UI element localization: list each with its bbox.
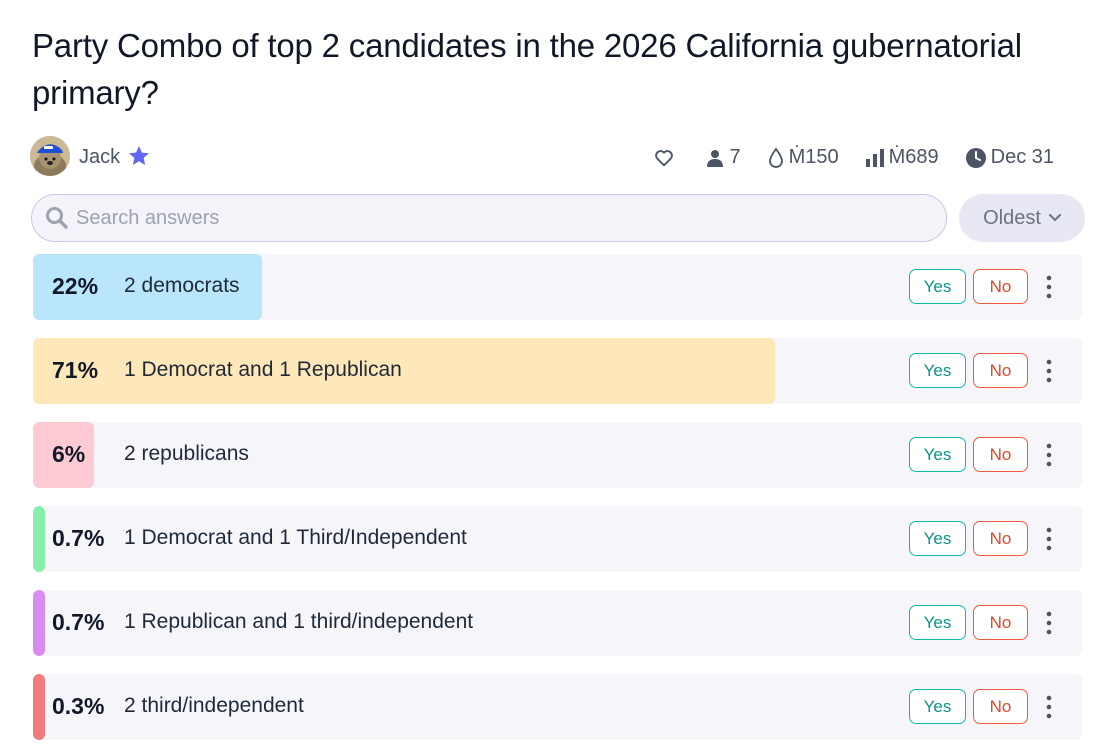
page-title: Party Combo of top 2 candidates in the 2… <box>32 27 1022 111</box>
volume-value: Ṁ689 <box>888 146 939 168</box>
answer-probability: 0.7% <box>52 609 105 635</box>
search-input[interactable] <box>76 206 896 230</box>
yes-button[interactable]: Yes <box>909 605 966 640</box>
yes-button[interactable]: Yes <box>909 269 966 304</box>
yes-button[interactable]: Yes <box>909 437 966 472</box>
no-button[interactable]: No <box>973 689 1028 724</box>
no-button[interactable]: No <box>973 605 1028 640</box>
more-options-icon[interactable] <box>1039 526 1059 552</box>
market-stats: 7 Ṁ150 Ṁ689 Dec 31 <box>653 146 1054 169</box>
answer-row[interactable]: 0.3% 2 third/independent Yes No <box>33 674 1082 740</box>
probability-bar <box>33 254 262 320</box>
liquidity-stat[interactable]: Ṁ150 <box>767 146 839 169</box>
answer-row[interactable]: 6% 2 republicans Yes No <box>33 422 1082 488</box>
close-date-stat[interactable]: Dec 31 <box>965 146 1054 169</box>
search-icon <box>46 207 68 229</box>
answer-row[interactable]: 71% 1 Democrat and 1 Republican Yes No <box>33 338 1082 404</box>
answer-text: 1 Democrat and 1 Third/Independent <box>124 526 467 549</box>
answer-probability: 71% <box>52 357 99 383</box>
droplet-icon <box>768 146 783 168</box>
answer-text: 2 third/independent <box>124 694 304 717</box>
answer-row[interactable]: 0.7% 1 Democrat and 1 Third/Independent Ye… <box>33 506 1082 572</box>
probability-bar <box>33 506 45 572</box>
probability-bar <box>33 590 45 656</box>
answer-row[interactable]: 0.7% 1 Republican and 1 third/independent… <box>33 590 1082 656</box>
traders-count: 7 <box>729 146 741 168</box>
answer-text: 1 Republican and 1 third/independent <box>124 610 474 633</box>
answer-row[interactable]: 22% 2 democrats Yes No <box>33 254 1082 320</box>
more-options-icon[interactable] <box>1039 274 1059 300</box>
no-button[interactable]: No <box>973 353 1028 388</box>
search-answers[interactable] <box>31 194 947 242</box>
yes-button[interactable]: Yes <box>909 521 966 556</box>
answer-text: 1 Democrat and 1 Republican <box>124 358 402 381</box>
author-name[interactable]: Jack <box>79 146 121 168</box>
clock-icon <box>965 147 986 168</box>
no-button[interactable]: No <box>973 269 1028 304</box>
probability-bar <box>33 674 45 740</box>
avatar[interactable] <box>30 136 70 176</box>
answers-list: 22% 2 democrats Yes No 71% 1 Democrat and 1 R… <box>33 254 1082 754</box>
liquidity-value: Ṁ150 <box>788 146 839 168</box>
no-button[interactable]: No <box>973 437 1028 472</box>
answer-probability: 6% <box>52 441 86 467</box>
no-button[interactable]: No <box>973 521 1028 556</box>
more-options-icon[interactable] <box>1039 694 1059 720</box>
chevron-down-icon <box>1048 214 1061 222</box>
star-icon <box>129 146 149 165</box>
traders-stat[interactable]: 7 <box>705 146 741 169</box>
more-options-icon[interactable] <box>1039 442 1059 468</box>
close-date: Dec 31 <box>990 146 1054 168</box>
probability-bar <box>33 422 94 488</box>
sort-label: Oldest <box>983 206 1041 229</box>
volume-stat[interactable]: Ṁ689 <box>865 146 939 169</box>
answer-text: 2 republicans <box>124 442 249 465</box>
probability-bar <box>33 338 775 404</box>
question-meta: Jack 7 Ṁ150 Ṁ <box>30 134 1090 182</box>
answer-probability: 0.7% <box>52 525 105 551</box>
answer-text: 2 democrats <box>124 274 240 297</box>
answer-probability: 0.3% <box>52 693 105 719</box>
yes-button[interactable]: Yes <box>909 689 966 724</box>
bar-chart-icon <box>865 148 884 167</box>
like-button[interactable] <box>653 147 679 169</box>
more-options-icon[interactable] <box>1039 610 1059 636</box>
answer-probability: 22% <box>52 273 99 299</box>
heart-icon <box>655 149 674 166</box>
more-options-icon[interactable] <box>1039 358 1059 384</box>
yes-button[interactable]: Yes <box>909 353 966 388</box>
sort-dropdown[interactable]: Oldest <box>959 194 1085 242</box>
user-icon <box>707 149 724 167</box>
